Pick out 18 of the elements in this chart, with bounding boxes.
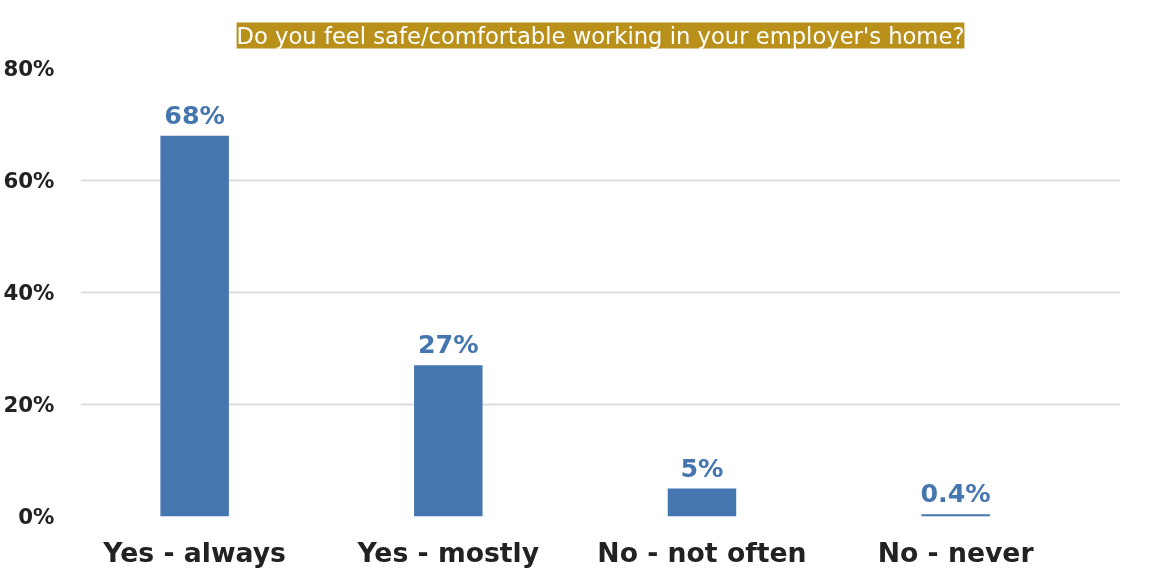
bar bbox=[921, 514, 990, 517]
y-tick-label: 20% bbox=[3, 392, 55, 417]
x-tick-label: No - never bbox=[877, 536, 1035, 568]
y-tick-label: 60% bbox=[3, 168, 55, 193]
data-label: 0.4% bbox=[920, 478, 991, 509]
x-tick-label: No - not often bbox=[597, 536, 807, 568]
bar bbox=[160, 135, 229, 517]
x-tick-label: Yes - always bbox=[102, 536, 286, 568]
x-tick-label: Yes - mostly bbox=[356, 536, 540, 568]
y-tick-label: 0% bbox=[18, 504, 55, 529]
bar bbox=[667, 488, 737, 517]
data-label: 68% bbox=[164, 99, 225, 130]
y-tick-label: 80% bbox=[3, 56, 55, 81]
data-label: 27% bbox=[417, 329, 479, 360]
chart-title: Do you feel safe/comfortable working in your employer's home? bbox=[236, 22, 965, 49]
y-tick-label: 40% bbox=[3, 280, 55, 305]
data-label: 5% bbox=[680, 452, 724, 483]
bar bbox=[414, 365, 483, 517]
